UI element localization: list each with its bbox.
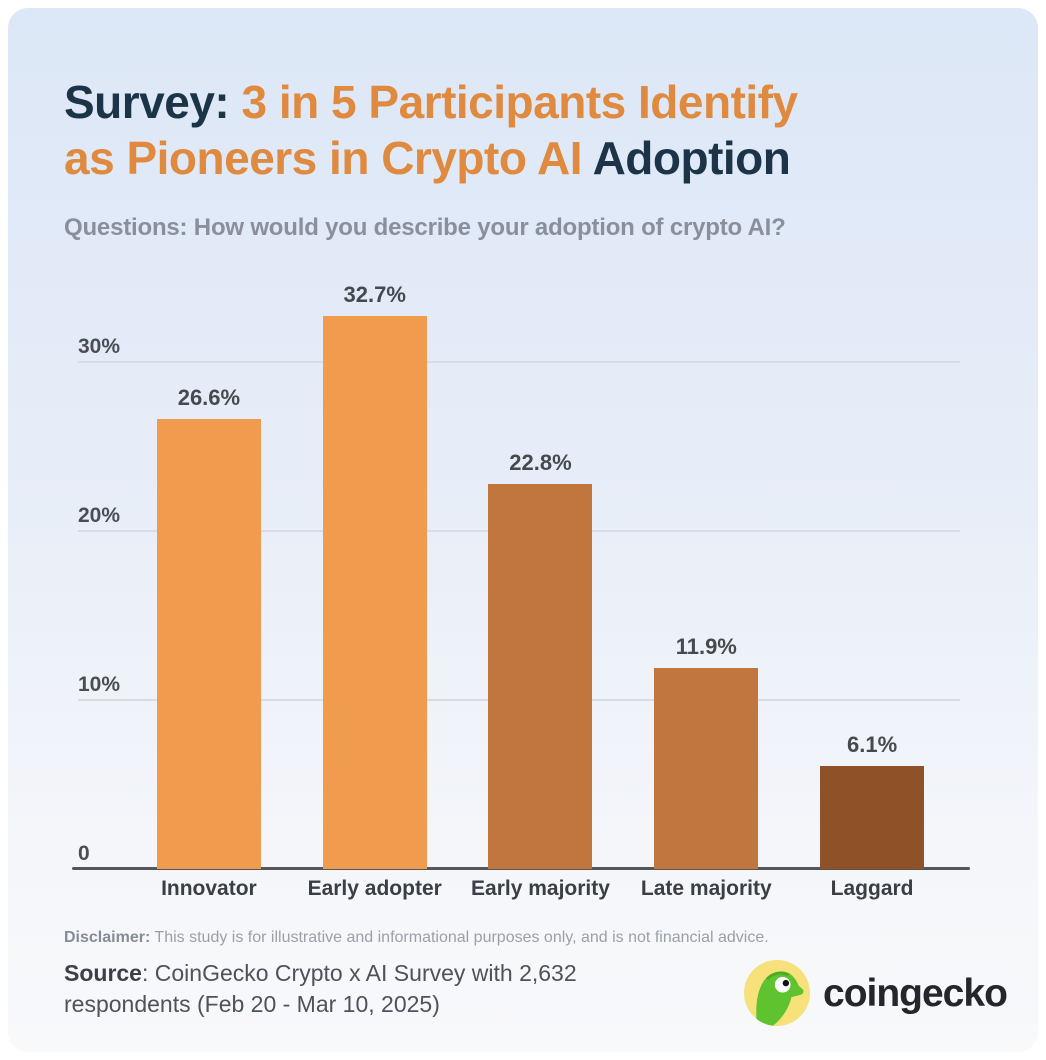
value-label: 6.1% <box>847 731 898 757</box>
title-segment: Adoption <box>592 132 791 184</box>
title-segment: 3 in 5 Participants Identify <box>241 76 799 128</box>
bar-chart-plot: 0 10% 20% 30% 26.6% 32.7% 22.8% 11.9% 6.1% <box>72 284 970 870</box>
bar-early-majority <box>488 483 593 869</box>
bar-early-adopter <box>322 316 427 869</box>
y-tick-label: 30% <box>78 335 121 358</box>
bars-row: 26.6% 32.7% 22.8% 11.9% 6.1% <box>126 284 955 869</box>
coingecko-wordmark: coingecko <box>823 971 1008 1015</box>
infographic-card: Survey: 3 in 5 Participants Identify as P… <box>8 8 1038 1052</box>
title-segment: Survey: <box>64 76 242 128</box>
x-axis-labels: Innovator Early adopter Early majority Late… <box>126 877 955 901</box>
value-label: 22.8% <box>509 449 572 475</box>
value-label: 32.7% <box>343 282 406 308</box>
x-axis-label: Late majority <box>640 877 772 900</box>
x-axis-label: Laggard <box>830 877 914 900</box>
title-segment: as Pioneers in Crypto AI <box>64 132 593 184</box>
coingecko-gecko-icon <box>744 960 810 1026</box>
bar-slot: 32.7% <box>292 284 458 869</box>
bar-slot: 6.1% <box>789 301 955 869</box>
bar-innovator <box>156 419 261 869</box>
bar-slot: 22.8% <box>458 301 624 869</box>
source: Source: CoinGecko Crypto x AI Survey wit… <box>64 958 674 1020</box>
bar-laggard <box>820 765 925 869</box>
value-label: 11.9% <box>675 633 737 659</box>
bar-late-majority <box>654 667 759 869</box>
coingecko-brand: coingecko <box>744 960 1008 1026</box>
bar-slot: 26.6% <box>126 301 292 869</box>
y-tick-label: 10% <box>78 673 121 696</box>
disclaimer-text: This study is for illustrative and infor… <box>150 929 769 946</box>
x-axis-label: Early majority <box>471 877 610 900</box>
gridline-30 <box>78 361 960 363</box>
survey-question-subtitle: Questions: How would you describe your a… <box>64 214 786 241</box>
disclaimer: Disclaimer: This study is for illustrati… <box>64 929 769 947</box>
bar-slot: 11.9% <box>623 301 789 869</box>
page-title: Survey: 3 in 5 Participants Identify as P… <box>64 74 994 186</box>
value-label: 26.6% <box>177 385 241 411</box>
source-label: Source <box>64 960 142 986</box>
disclaimer-label: Disclaimer: <box>64 929 151 946</box>
x-axis-label: Early adopter <box>307 877 442 900</box>
source-text: : CoinGecko Crypto x AI Survey with 2,63… <box>64 960 577 1017</box>
x-axis-label: Innovator <box>161 877 257 900</box>
y-tick-label: 20% <box>78 504 121 527</box>
y-tick-label: 0 <box>78 842 90 865</box>
